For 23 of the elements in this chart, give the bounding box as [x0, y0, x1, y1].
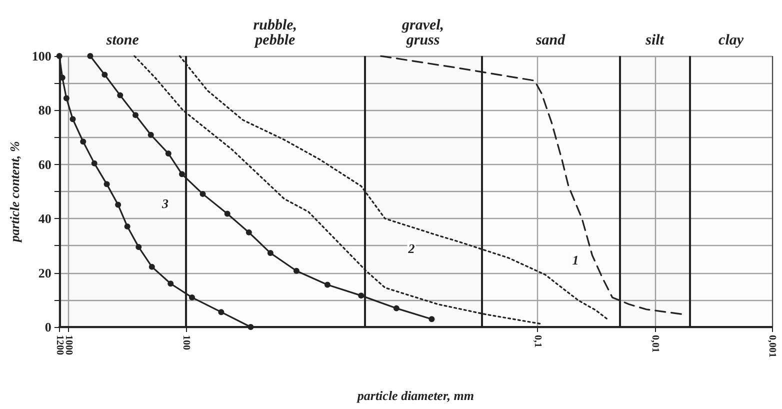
band-label: clay [718, 32, 744, 48]
x-tick-label: 1000 [63, 335, 74, 355]
y-tick-label: 40 [38, 211, 52, 226]
band-label: gravel, gruss [400, 18, 444, 48]
band-label: stone [105, 32, 140, 48]
x-tick-label: 0,01 [649, 335, 660, 352]
y-tick-label: 100 [32, 48, 52, 64]
x-axis-title: particle diameter, mm [356, 388, 474, 403]
y-tick-label: 60 [38, 156, 52, 172]
y-tick-label: 80 [38, 102, 52, 118]
annotation: 3 [161, 196, 170, 212]
x-tick-label: 1200 [54, 335, 65, 355]
y-tick-label: 20 [38, 265, 52, 280]
band-label: sand [534, 32, 566, 48]
annotation: 1 [572, 252, 579, 268]
x-tick-label: 0,1 [532, 335, 544, 348]
x-tick-label: 100 [180, 335, 192, 350]
y-axis-title: particle content, % [7, 140, 22, 243]
annotation: 2 [407, 240, 416, 256]
band-label: silt [644, 32, 665, 48]
y-tick-label: 0 [44, 320, 52, 334]
band-label: rubble, pebble [253, 18, 298, 48]
x-tick-label: 0,001 [766, 335, 778, 358]
